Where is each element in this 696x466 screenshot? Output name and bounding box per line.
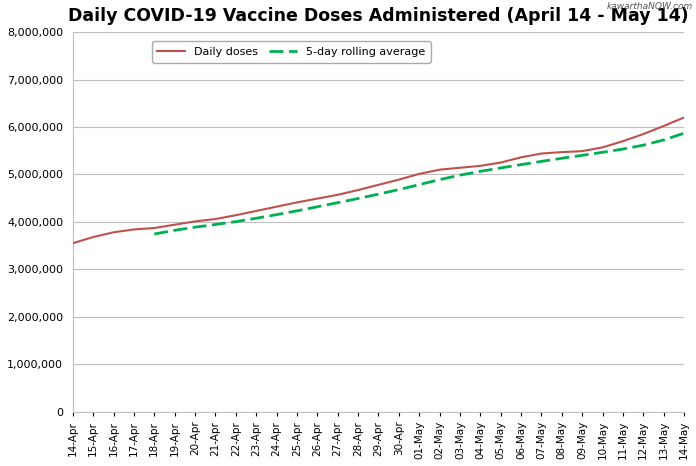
5-day rolling average xyxy=(150,231,159,237)
Legend: Daily doses, 5-day rolling average: Daily doses, 5-day rolling average xyxy=(152,41,431,62)
Line: 5-day rolling average: 5-day rolling average xyxy=(155,133,684,234)
5-day rolling average xyxy=(232,219,240,225)
Daily doses xyxy=(619,138,627,144)
5-day rolling average xyxy=(293,208,301,213)
Daily doses xyxy=(313,196,322,201)
Daily doses xyxy=(333,192,342,198)
5-day rolling average xyxy=(415,182,423,187)
5-day rolling average xyxy=(619,146,627,152)
Daily doses xyxy=(272,204,280,209)
Daily doses xyxy=(395,177,403,182)
5-day rolling average xyxy=(212,222,220,227)
Daily doses xyxy=(69,240,77,246)
Daily doses xyxy=(599,144,607,150)
5-day rolling average xyxy=(456,172,464,178)
Daily doses xyxy=(680,115,688,120)
5-day rolling average xyxy=(313,204,322,210)
5-day rolling average xyxy=(517,162,525,167)
Daily doses xyxy=(354,187,362,193)
Daily doses xyxy=(191,219,199,224)
Daily doses xyxy=(171,222,179,227)
Daily doses xyxy=(517,155,525,160)
Daily doses xyxy=(537,151,546,156)
Daily doses xyxy=(109,229,118,235)
Daily doses xyxy=(150,225,159,231)
5-day rolling average xyxy=(599,150,607,155)
5-day rolling average xyxy=(191,224,199,230)
Daily doses xyxy=(496,160,505,165)
Daily doses xyxy=(476,163,484,169)
Line: Daily doses: Daily doses xyxy=(73,117,684,243)
Daily doses xyxy=(232,212,240,218)
Daily doses xyxy=(252,208,260,214)
Daily doses xyxy=(374,182,383,188)
5-day rolling average xyxy=(537,158,546,164)
5-day rolling average xyxy=(436,177,444,182)
5-day rolling average xyxy=(639,143,647,148)
Daily doses xyxy=(456,165,464,171)
5-day rolling average xyxy=(578,152,586,158)
Daily doses xyxy=(129,226,138,232)
5-day rolling average xyxy=(476,169,484,174)
Daily doses xyxy=(212,216,220,222)
5-day rolling average xyxy=(395,187,403,192)
Daily doses xyxy=(293,199,301,205)
5-day rolling average xyxy=(660,137,668,143)
Daily doses xyxy=(660,123,668,129)
5-day rolling average xyxy=(252,215,260,221)
Daily doses xyxy=(436,167,444,172)
Title: Daily COVID-19 Vaccine Doses Administered (April 14 - May 14): Daily COVID-19 Vaccine Doses Administere… xyxy=(68,7,689,25)
Daily doses xyxy=(578,148,586,154)
Daily doses xyxy=(639,131,647,137)
5-day rolling average xyxy=(354,196,362,201)
Text: kawarthaNOW.com: kawarthaNOW.com xyxy=(606,2,693,11)
5-day rolling average xyxy=(171,227,179,233)
5-day rolling average xyxy=(496,165,505,171)
5-day rolling average xyxy=(272,212,280,218)
Daily doses xyxy=(557,149,566,155)
5-day rolling average xyxy=(333,200,342,206)
Daily doses xyxy=(89,234,97,240)
5-day rolling average xyxy=(374,192,383,197)
Daily doses xyxy=(415,171,423,177)
5-day rolling average xyxy=(557,156,566,161)
5-day rolling average xyxy=(680,130,688,136)
